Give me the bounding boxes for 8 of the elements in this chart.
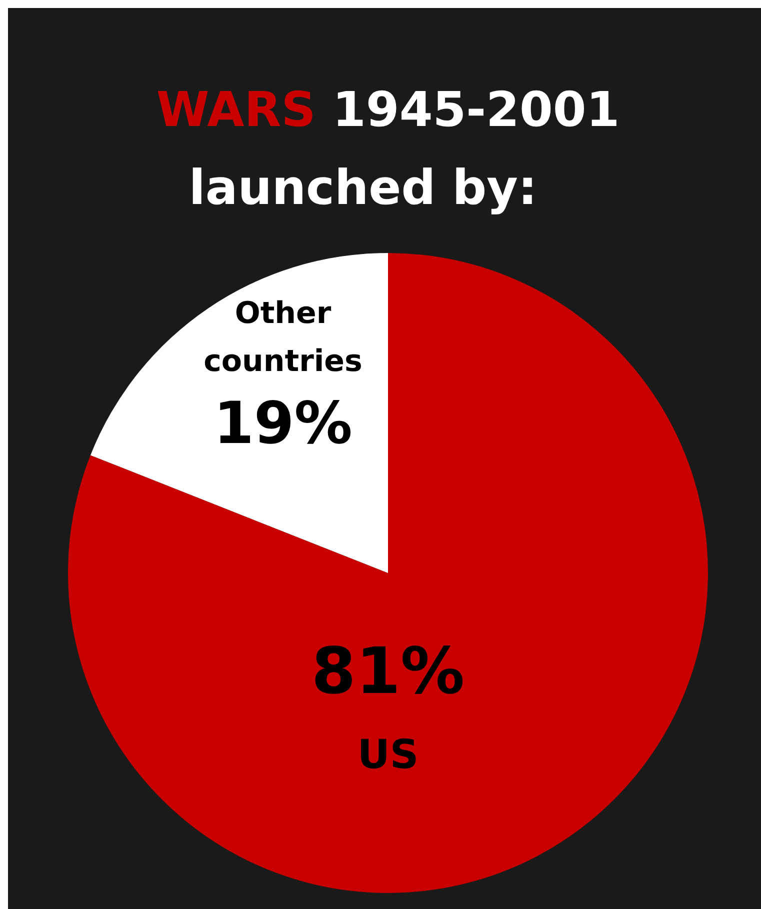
slice-label: Other countries — [204, 296, 362, 379]
pie-slice — [68, 253, 708, 893]
chart-subtitle: launched by: — [188, 160, 538, 216]
chart-title: WARS 1945-2001 — [156, 82, 620, 138]
data-label: 19% — [214, 389, 352, 457]
pie-slice — [90, 253, 388, 573]
slice-label: US — [357, 732, 419, 778]
data-label: 81% — [311, 635, 465, 709]
